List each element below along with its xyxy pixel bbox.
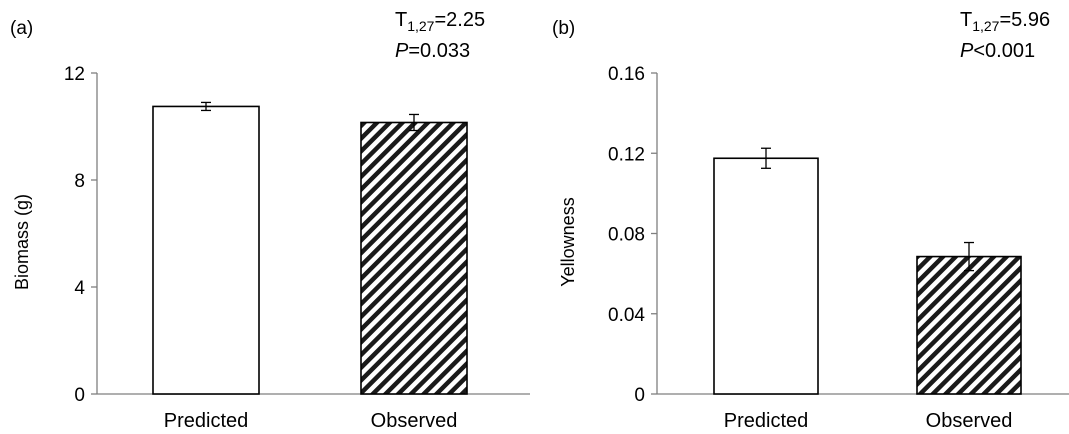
y-tick-label: 0.16 bbox=[608, 64, 645, 85]
y-tick-label: 0.12 bbox=[608, 144, 645, 165]
chart-panel-a: (a) T1,27=2.25 P=0.033 Biomass (g) 0 4 8 12 Pred… bbox=[10, 9, 530, 432]
x-category-label: Predicted bbox=[164, 410, 249, 432]
bar-observed bbox=[360, 121, 468, 395]
x-category-label: Observed bbox=[926, 410, 1013, 432]
chart-panel-b: (b) T1,27=5.96 P<0.001 Yellowness 0 0.04 0.08 0… bbox=[552, 9, 1069, 432]
panel-label: (a) bbox=[10, 18, 33, 39]
bar-predicted bbox=[152, 105, 260, 395]
panel-label: (b) bbox=[552, 18, 575, 39]
x-category-label: Predicted bbox=[724, 410, 809, 432]
y-tick-label: 0 bbox=[634, 385, 645, 406]
y-tick-label: 8 bbox=[74, 171, 85, 192]
y-tick-label: 12 bbox=[64, 64, 85, 85]
x-category-label: Observed bbox=[371, 410, 458, 432]
y-tick-label: 0 bbox=[74, 385, 85, 406]
y-tick-label: 0.04 bbox=[608, 305, 645, 326]
stat-annotation-t: T1,27=5.96 bbox=[960, 9, 1050, 34]
y-axis-label: Biomass (g) bbox=[12, 194, 32, 290]
y-axis-label: Yellowness bbox=[558, 197, 578, 286]
bar-predicted bbox=[713, 157, 819, 395]
stat-annotation-t: T1,27=2.25 bbox=[395, 9, 485, 34]
y-tick-label: 0.08 bbox=[608, 225, 645, 246]
stat-annotation-p: P=0.033 bbox=[395, 40, 470, 62]
y-tick-label: 4 bbox=[74, 278, 85, 299]
stat-annotation-p: P<0.001 bbox=[960, 40, 1035, 62]
bar-observed bbox=[916, 255, 1022, 395]
